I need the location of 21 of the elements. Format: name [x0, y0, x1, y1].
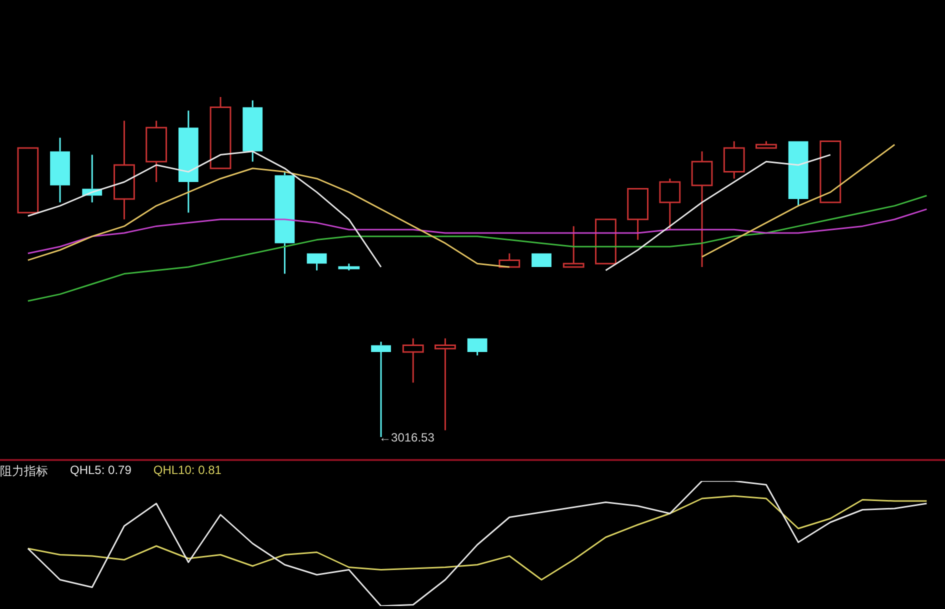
annotation: ←3016.53: [379, 430, 435, 444]
chart-title: 阻力指标: [0, 463, 48, 480]
candlestick: [242, 100, 263, 162]
candlestick: [114, 120, 135, 220]
text: QHL10: 0.81: [153, 463, 222, 479]
candlestick: [50, 137, 70, 204]
candlestick: [402, 338, 424, 384]
candlestick: [306, 253, 327, 272]
candlestick: [434, 338, 456, 431]
candlestick: [274, 171, 295, 275]
candlestick: [756, 140, 777, 149]
candlestick: [723, 140, 745, 180]
text: QHL5: 0.79: [70, 463, 132, 479]
candlestick: [467, 338, 488, 356]
candlestick: [659, 178, 681, 230]
candlestick: [210, 96, 232, 170]
candlestick: [562, 225, 584, 268]
candlestick: [691, 150, 713, 268]
candlestick: [146, 120, 168, 183]
candlestick: [627, 188, 649, 241]
candlestick: [178, 110, 198, 214]
